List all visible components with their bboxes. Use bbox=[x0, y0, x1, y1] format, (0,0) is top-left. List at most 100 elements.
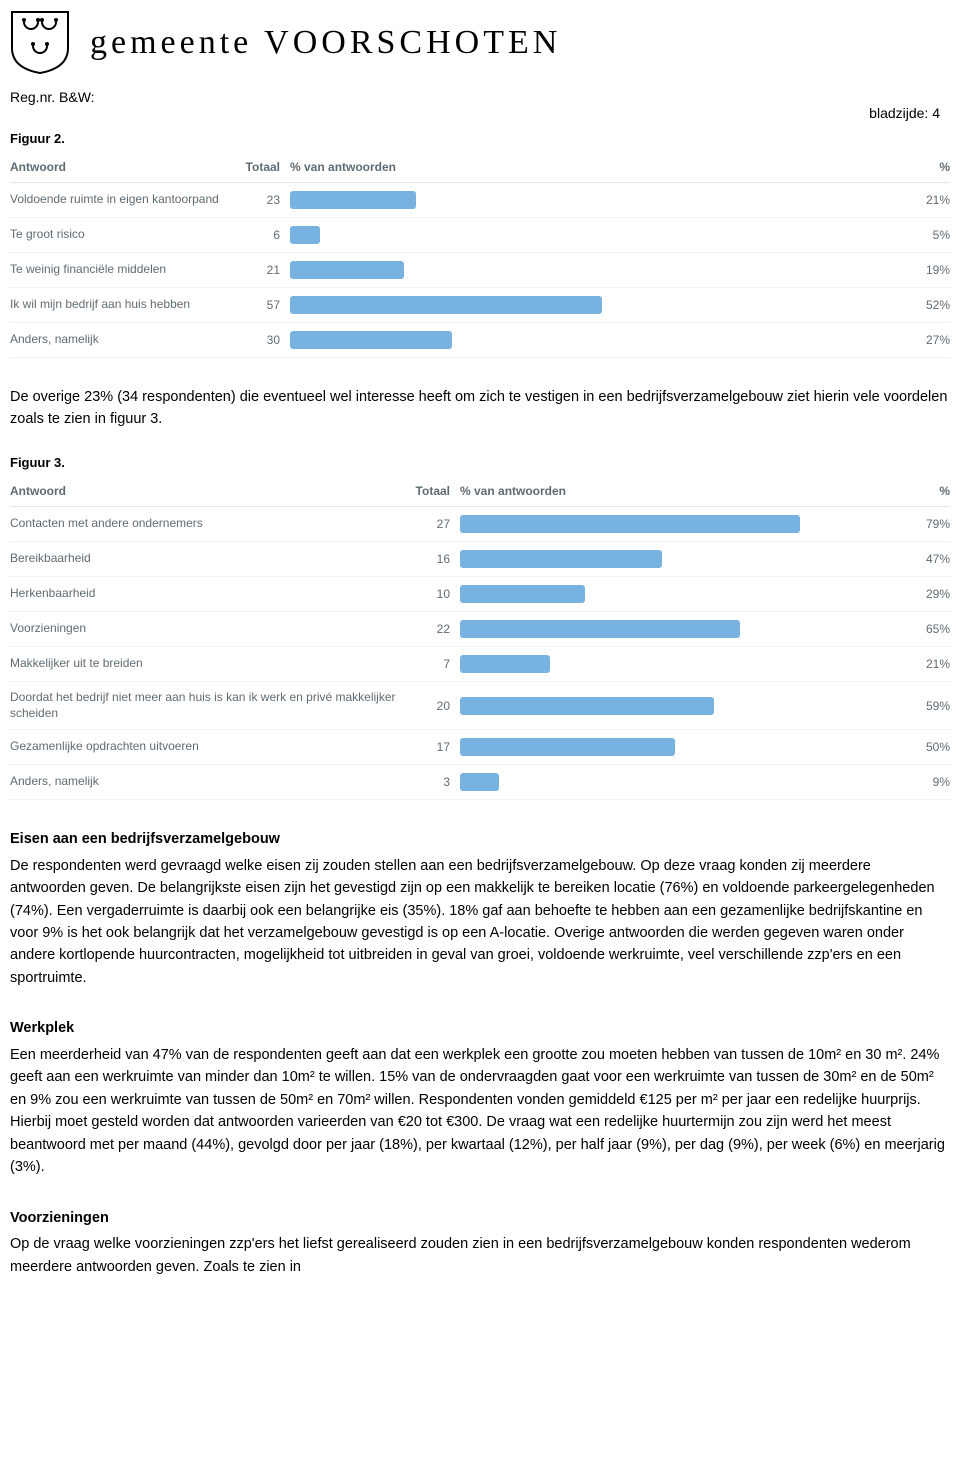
chart-row: Anders, namelijk 3 9% bbox=[10, 765, 950, 800]
chart-row: Voorzieningen 22 65% bbox=[10, 612, 950, 647]
row-bar bbox=[460, 585, 585, 603]
row-pct: 29% bbox=[900, 587, 950, 601]
row-pct: 52% bbox=[900, 298, 950, 312]
figure-3-header: Antwoord Totaal % van antwoorden % bbox=[10, 476, 950, 507]
row-label: Doordat het bedrijf niet meer aan huis i… bbox=[10, 690, 400, 721]
chart-row: Ik wil mijn bedrijf aan huis hebben 57 52% bbox=[10, 288, 950, 323]
row-label: Anders, namelijk bbox=[10, 774, 400, 790]
chart-row: Bereikbaarheid1647% bbox=[10, 542, 950, 577]
row-bar bbox=[290, 261, 404, 279]
heading-voorzieningen: Voorzieningen bbox=[10, 1207, 950, 1229]
chart-row: Te groot risico 6 5% bbox=[10, 218, 950, 253]
para-eisen: De respondenten werd gevraagd welke eise… bbox=[10, 855, 950, 990]
header-logo: gemeente VOORSCHOTEN bbox=[0, 0, 960, 85]
chart-row: Voldoende ruimte in eigen kantoorpand 23 2… bbox=[10, 183, 950, 218]
heading-eisen: Eisen aan een bedrijfsverzamelgebouw bbox=[10, 828, 950, 850]
chart-row: Makkelijker uit te breiden 7 21% bbox=[10, 647, 950, 682]
row-total: 7 bbox=[410, 657, 450, 671]
figure-2-header: Antwoord Totaal % van antwoorden % bbox=[10, 152, 950, 183]
chart-row: Doordat het bedrijf niet meer aan huis i… bbox=[10, 682, 950, 730]
row-bar-cell bbox=[460, 585, 890, 603]
row-pct: 5% bbox=[900, 228, 950, 242]
row-bar-cell bbox=[460, 515, 890, 533]
row-pct: 79% bbox=[900, 517, 950, 531]
row-bar-cell bbox=[290, 331, 890, 349]
row-bar bbox=[460, 697, 714, 715]
row-total: 10 bbox=[410, 587, 450, 601]
row-bar-cell bbox=[290, 296, 890, 314]
row-total: 6 bbox=[240, 228, 280, 242]
row-pct: 9% bbox=[900, 775, 950, 789]
row-label: Anders, namelijk bbox=[10, 332, 230, 348]
document-meta: Reg.nr. B&W: bladzijde: 4 bbox=[0, 85, 960, 121]
col-total: Totaal bbox=[410, 484, 450, 498]
row-total: 23 bbox=[240, 193, 280, 207]
row-bar-cell bbox=[290, 261, 890, 279]
col-answer: Antwoord bbox=[10, 160, 230, 174]
chart-row: Anders, namelijk3027% bbox=[10, 323, 950, 358]
heading-werkplek: Werkplek bbox=[10, 1017, 950, 1039]
row-label: Voorzieningen bbox=[10, 621, 400, 637]
row-bar-cell bbox=[460, 655, 890, 673]
row-bar-cell bbox=[460, 773, 890, 791]
col-pct: % bbox=[900, 160, 950, 174]
row-pct: 65% bbox=[900, 622, 950, 636]
para-voorzieningen: Op de vraag welke voorzieningen zzp'ers … bbox=[10, 1233, 950, 1278]
row-total: 17 bbox=[410, 740, 450, 754]
figure-3-title: Figuur 3. bbox=[10, 449, 950, 476]
row-pct: 19% bbox=[900, 263, 950, 277]
row-bar bbox=[460, 773, 499, 791]
row-total: 27 bbox=[410, 517, 450, 531]
coat-of-arms-icon bbox=[10, 10, 70, 75]
row-bar bbox=[460, 550, 662, 568]
logo-voorschoten: VOORSCHOTEN bbox=[264, 24, 561, 61]
page-number: bladzijde: 4 bbox=[10, 105, 940, 121]
row-total: 21 bbox=[240, 263, 280, 277]
row-total: 57 bbox=[240, 298, 280, 312]
col-pctbar: % van antwoorden bbox=[460, 484, 890, 498]
row-bar-cell bbox=[290, 226, 890, 244]
col-pct: % bbox=[900, 484, 950, 498]
row-pct: 21% bbox=[900, 193, 950, 207]
row-bar bbox=[460, 620, 740, 638]
para-between: De overige 23% (34 respondenten) die eve… bbox=[10, 386, 950, 431]
row-pct: 50% bbox=[900, 740, 950, 754]
row-bar bbox=[290, 226, 320, 244]
row-total: 3 bbox=[410, 775, 450, 789]
row-label: Herkenbaarheid bbox=[10, 586, 400, 602]
para-werkplek: Een meerderheid van 47% van de responden… bbox=[10, 1044, 950, 1179]
row-label: Makkelijker uit te breiden bbox=[10, 656, 400, 672]
row-bar bbox=[290, 191, 416, 209]
row-label: Te groot risico bbox=[10, 227, 230, 243]
row-label: Te weinig financiële middelen bbox=[10, 262, 230, 278]
figure-2: Figuur 2. Antwoord Totaal % van antwoord… bbox=[0, 125, 960, 358]
row-pct: 59% bbox=[900, 699, 950, 713]
body-text: Eisen aan een bedrijfsverzamelgebouw De … bbox=[0, 828, 960, 1278]
row-label: Ik wil mijn bedrijf aan huis hebben bbox=[10, 297, 230, 313]
row-bar bbox=[460, 655, 550, 673]
row-bar bbox=[460, 515, 800, 533]
row-total: 16 bbox=[410, 552, 450, 566]
figure-3: Figuur 3. Antwoord Totaal % van antwoord… bbox=[0, 449, 960, 800]
chart-row: Herkenbaarheid 10 29% bbox=[10, 577, 950, 612]
row-bar-cell bbox=[460, 738, 890, 756]
row-label: Contacten met andere ondernemers bbox=[10, 516, 400, 532]
row-total: 30 bbox=[240, 333, 280, 347]
col-total: Totaal bbox=[240, 160, 280, 174]
row-total: 22 bbox=[410, 622, 450, 636]
paragraph-between-figures: De overige 23% (34 respondenten) die eve… bbox=[0, 386, 960, 431]
regnr-label: Reg.nr. B&W: bbox=[10, 89, 940, 105]
row-pct: 47% bbox=[900, 552, 950, 566]
col-answer: Antwoord bbox=[10, 484, 400, 498]
row-bar-cell bbox=[460, 550, 890, 568]
row-bar-cell bbox=[290, 191, 890, 209]
row-total: 20 bbox=[410, 699, 450, 713]
row-bar bbox=[460, 738, 675, 756]
row-label: Gezamenlijke opdrachten uitvoeren bbox=[10, 739, 400, 755]
row-bar-cell bbox=[460, 697, 890, 715]
col-pctbar: % van antwoorden bbox=[290, 160, 890, 174]
figure-2-title: Figuur 2. bbox=[10, 125, 950, 152]
row-label: Voldoende ruimte in eigen kantoorpand bbox=[10, 192, 230, 208]
chart-row: Contacten met andere ondernemers 27 79% bbox=[10, 507, 950, 542]
row-pct: 21% bbox=[900, 657, 950, 671]
